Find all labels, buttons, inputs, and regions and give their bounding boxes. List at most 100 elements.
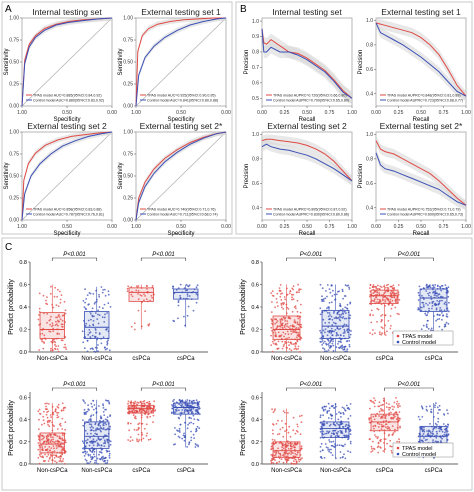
box-ext2-point [92,444,95,447]
box-ext2-point [188,442,191,444]
box-ext2-point [86,462,89,464]
box-ext2-point [94,461,96,464]
box-ext2s-point [383,414,385,417]
pr-internal-ytick-label: 0.9 [252,34,259,40]
box-ext2-point [89,460,92,463]
box-ext2-point [37,457,40,459]
box-ext1-point [439,287,442,290]
box-internal-point [137,309,140,312]
roc-internal-xtick-label: 0.50 [62,110,72,116]
box-internal-point [94,301,97,304]
box-ext1-point [290,342,293,345]
box-ext2s-point [291,445,293,448]
box-ext2-point [85,447,87,450]
box-ext2-point [55,440,57,443]
box-ext2-point [133,428,136,431]
roc-ext2-chance-line [21,131,113,221]
box-ext1-point [285,328,287,330]
box-ext1-point [369,284,372,286]
box-ext2-point [100,444,103,447]
box-ext1-point [294,345,297,348]
box-ext1-point [336,327,339,330]
box-ext1-point [272,295,275,297]
box-ext2-point [91,442,94,445]
box-ext1-point [348,345,351,348]
box-internal-point [106,343,109,346]
box-ext1-point [393,296,396,299]
box-ext2s-point [431,430,434,433]
box-ext1-point [294,331,297,334]
box-ext1-point [441,296,444,298]
box-internal-point [107,337,109,340]
box-internal-point [108,349,111,352]
box-ext2s-point [293,442,296,444]
box-ext2-point [104,440,106,443]
box-ext2-point [183,401,186,404]
box-ext2s-point [339,451,342,453]
box-internal-point [100,286,103,288]
box-ext2s-point [282,461,285,464]
box-ext1-point [286,287,288,290]
box-ext1-point [428,294,430,297]
box-ext2-point [59,454,62,457]
box-ext2s-point [344,430,347,433]
box-ext1-point [423,298,425,300]
box-ext2-point [43,422,46,425]
panel-a-frame [1,1,233,235]
box-ext2-point [152,414,155,417]
box-ext2s-point [420,427,422,430]
box-ext2-point [193,406,196,408]
box-internal-point [61,339,64,342]
box-internal-point [96,318,99,320]
box-ext1-point [286,306,289,309]
box-ext2-point [127,422,130,425]
box-ext2-category-label: csPCa [132,468,150,474]
box-ext1-point [296,315,299,318]
box-ext2s-point [285,429,288,431]
box-ext2-point [48,403,50,405]
box-ext2s-point [437,427,440,430]
box-ext2s-point [444,431,446,434]
box-ext1-point [333,310,336,313]
box-ext1-point [290,338,293,341]
box-ext1-point [436,313,439,316]
box-ext2-point [131,410,134,413]
box-ext2-point [108,445,110,448]
box-ext2s-point [321,423,324,426]
box-internal-point [97,344,99,346]
box-ext2-point [190,412,193,415]
box-ext2-point [52,445,55,447]
box-ext1-point [373,298,376,301]
box-ext2-point [44,459,46,462]
box-ext2s-point [431,432,434,435]
box-ext2s-point [395,397,397,399]
box-ext1-point [430,295,432,298]
box-ext2s-point [349,440,352,443]
box-ext2s-point [430,408,433,411]
box-ext2s-point [270,448,272,451]
box-ext1-point [281,322,284,325]
box-ext1-point [393,292,396,295]
box-ext1-point [346,303,349,306]
pr-ext1-series-tpas [375,22,467,97]
box-internal-point [82,320,85,322]
box-ext1-point [349,302,351,305]
box-internal-point [106,347,108,350]
box-internal-point [100,337,102,340]
box-internal-point [89,331,92,333]
box-ext1-point [441,285,444,287]
box-ext1-point [382,293,385,296]
box-ext1-point [423,287,425,290]
box-ext2s-point [325,432,328,435]
box-ext1-point [287,341,290,343]
box-ext2s-point [282,443,284,445]
box-ext2-point [108,401,110,404]
box-ext1-point [378,288,381,290]
box-ext1-point [373,300,376,303]
box-ext2-point [128,429,131,432]
box-ext2-point [140,414,143,417]
box-ext2s-point [299,454,302,456]
box-ext1-point [280,337,283,340]
box-ext1-point [284,323,287,326]
box-internal-point [147,300,149,303]
